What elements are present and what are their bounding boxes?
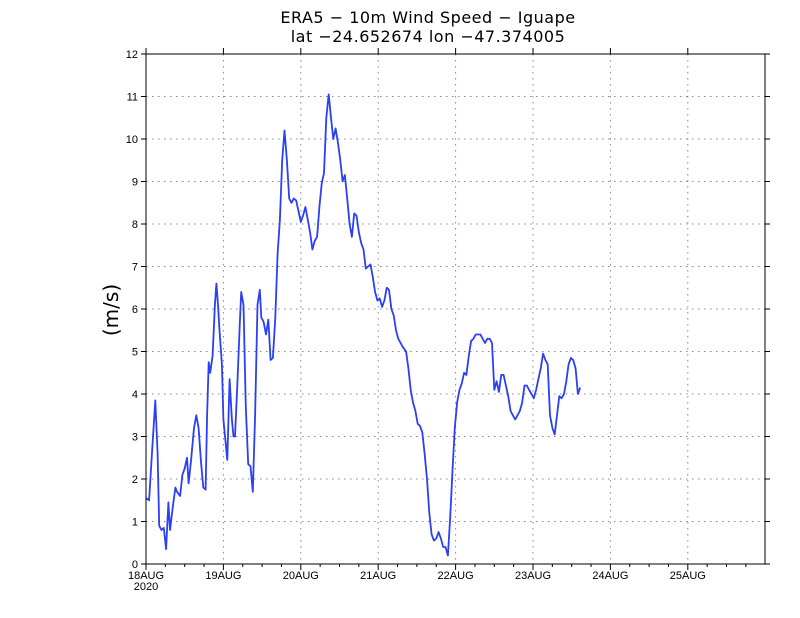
- grid: [146, 54, 765, 564]
- x-tick-label: 23AUG: [515, 570, 551, 582]
- y-tick-label: 0: [132, 559, 138, 571]
- x-tick-label: 19AUG: [205, 570, 241, 582]
- x-tick-year-label: 2020: [134, 581, 158, 593]
- plot-frame: [145, 53, 766, 565]
- y-tick-label: 6: [132, 304, 138, 316]
- y-tick-label: 11: [127, 92, 138, 104]
- x-tick-label: 25AUG: [670, 570, 706, 582]
- y-tick-label: 1: [132, 517, 138, 529]
- y-axis-label: (m/s): [99, 284, 123, 336]
- y-tick-label: 2: [132, 474, 138, 486]
- y-tick-label: 3: [132, 432, 138, 444]
- chart-title: ERA5 − 10m Wind Speed − Iguape: [280, 8, 575, 27]
- x-tick-label: 18AUG: [128, 570, 164, 582]
- y-tick-label: 7: [132, 262, 138, 274]
- series-line: [145, 93, 582, 557]
- y-tick-label: 5: [132, 347, 138, 359]
- x-tick-label: 21AUG: [360, 570, 396, 582]
- y-tick-label: 4: [132, 389, 138, 401]
- chart-subtitle: lat −24.652674 lon −47.374005: [291, 27, 566, 46]
- y-tick-label: 10: [126, 134, 138, 146]
- y-tick-label: 8: [132, 219, 138, 231]
- series-layer: [145, 93, 582, 557]
- x-tick-label: 20AUG: [283, 570, 319, 582]
- y-tick-label: 9: [132, 177, 138, 189]
- x-tick-label: 22AUG: [438, 570, 474, 582]
- y-tick-label: 12: [126, 49, 138, 61]
- x-tick-label: 24AUG: [592, 570, 628, 582]
